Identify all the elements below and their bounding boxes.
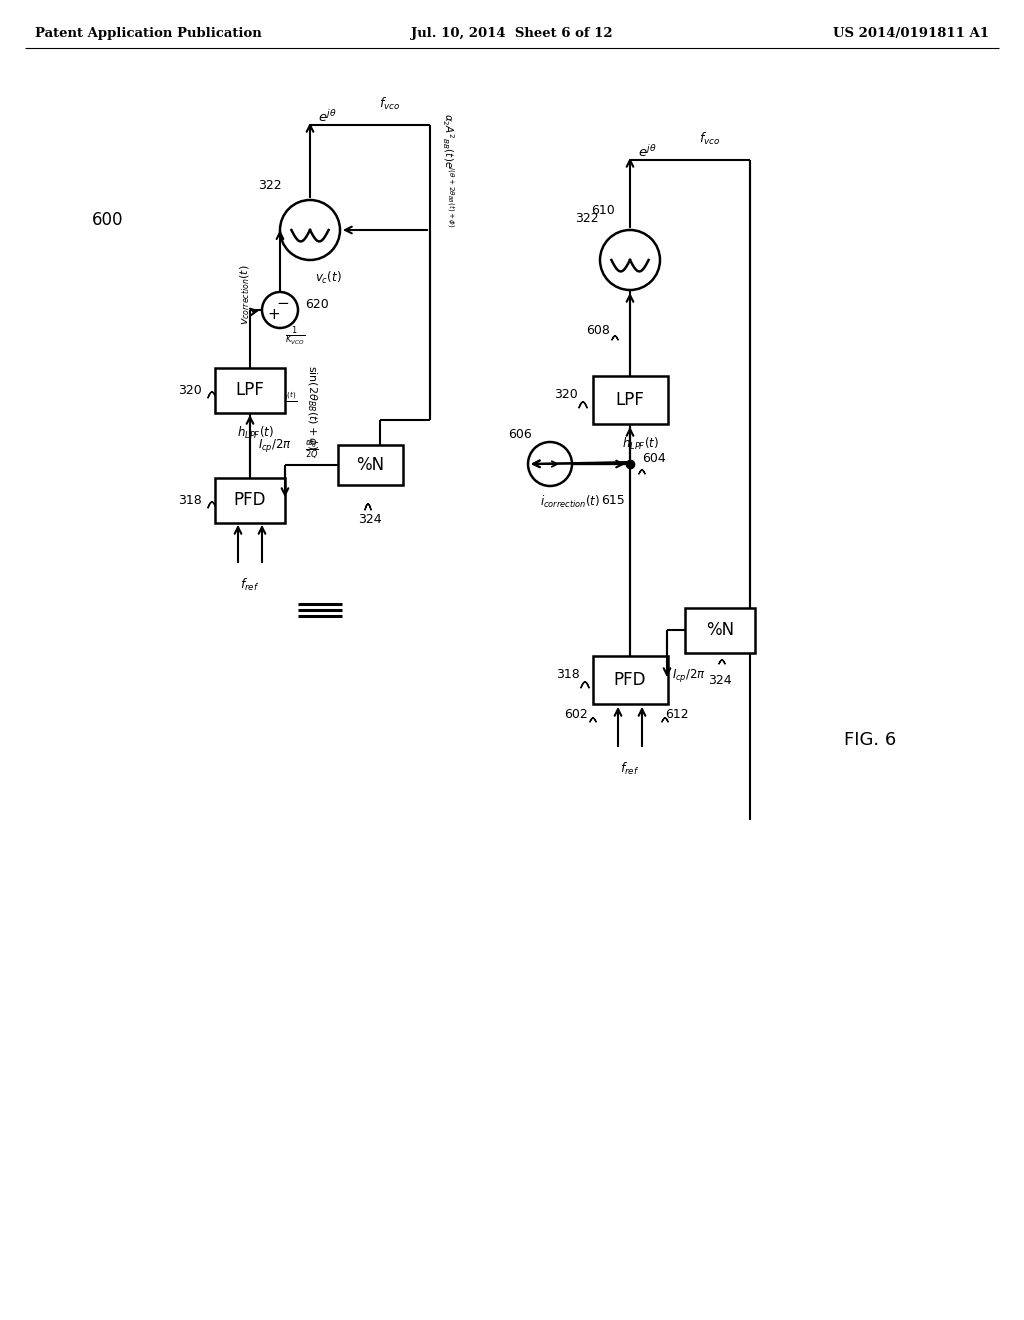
Text: 602: 602 — [564, 709, 588, 722]
Circle shape — [528, 442, 572, 486]
Text: 324: 324 — [358, 513, 382, 525]
Bar — [593, 656, 668, 704]
Text: $v_c(t)$: $v_c(t)$ — [315, 271, 342, 286]
Text: 604: 604 — [642, 453, 666, 466]
Text: Patent Application Publication: Patent Application Publication — [35, 26, 262, 40]
Text: 610: 610 — [591, 203, 615, 216]
Text: US 2014/0191811 A1: US 2014/0191811 A1 — [833, 26, 989, 40]
Circle shape — [280, 201, 340, 260]
Bar — [593, 376, 668, 424]
Text: PFD: PFD — [613, 671, 646, 689]
Circle shape — [262, 292, 298, 327]
Text: $h_{LPF}(t)$: $h_{LPF}(t)$ — [622, 436, 658, 451]
Text: 608: 608 — [586, 323, 610, 337]
Text: 318: 318 — [178, 494, 202, 507]
Text: $I_{cp}/2\pi$: $I_{cp}/2\pi$ — [672, 667, 706, 684]
Text: PFD: PFD — [233, 491, 266, 510]
Text: FIG. 6: FIG. 6 — [844, 731, 896, 748]
Text: $f_{vco}$: $f_{vco}$ — [379, 96, 400, 112]
Text: $\frac{L_{inj}\alpha_2 A^2{}_{BB}(t)}{I_S}$: $\frac{L_{inj}\alpha_2 A^2{}_{BB}(t)}{I_… — [252, 389, 298, 413]
Text: %N: %N — [706, 620, 734, 639]
Text: $\sin(2\theta_{BB}(t)+\phi)$: $\sin(2\theta_{BB}(t)+\phi)$ — [305, 366, 319, 450]
Text: 620: 620 — [305, 298, 329, 312]
Text: $\frac{\omega_0}{2Q}$: $\frac{\omega_0}{2Q}$ — [305, 440, 318, 461]
Text: 612: 612 — [665, 709, 688, 722]
Text: LPF: LPF — [236, 381, 264, 399]
Bar — [685, 607, 755, 652]
Text: $f_{ref}$: $f_{ref}$ — [241, 577, 260, 593]
Text: 324: 324 — [709, 675, 732, 686]
Text: $\frac{1}{K_{VCO}}$: $\frac{1}{K_{VCO}}$ — [285, 325, 305, 348]
Bar — [215, 367, 285, 412]
Text: LPF: LPF — [615, 391, 644, 409]
Text: $e^{j\theta}$: $e^{j\theta}$ — [318, 110, 337, 125]
Text: 320: 320 — [178, 384, 202, 396]
Text: $h_{LPF}(t)$: $h_{LPF}(t)$ — [237, 425, 273, 441]
Circle shape — [600, 230, 660, 290]
Text: $v_{correction}(t)$: $v_{correction}(t)$ — [239, 265, 252, 325]
Text: 322: 322 — [575, 213, 599, 224]
Text: $I_{cp}/2\pi$: $I_{cp}/2\pi$ — [258, 437, 292, 454]
Text: $\alpha_2 A^2{}_{BB}(t)e^{j(\theta+2\theta_{BB}(t)+\phi)}$: $\alpha_2 A^2{}_{BB}(t)e^{j(\theta+2\the… — [440, 112, 456, 227]
Text: $e^{j\theta}$: $e^{j\theta}$ — [638, 144, 656, 160]
Text: 322: 322 — [258, 180, 282, 191]
Text: 606: 606 — [508, 428, 531, 441]
Text: 320: 320 — [554, 388, 578, 401]
Text: +: + — [267, 308, 281, 322]
Text: $f_{vco}$: $f_{vco}$ — [699, 131, 721, 147]
Text: Jul. 10, 2014  Sheet 6 of 12: Jul. 10, 2014 Sheet 6 of 12 — [412, 26, 612, 40]
Text: $f_{ref}$: $f_{ref}$ — [621, 762, 640, 777]
Text: %N: %N — [356, 455, 384, 474]
Text: −: − — [276, 296, 289, 312]
Text: 600: 600 — [92, 211, 124, 228]
Text: 318: 318 — [556, 668, 580, 681]
Text: $i_{correction}(t)$: $i_{correction}(t)$ — [540, 494, 600, 510]
Bar — [338, 445, 402, 484]
Text: 615: 615 — [601, 494, 625, 507]
Bar — [215, 478, 285, 523]
